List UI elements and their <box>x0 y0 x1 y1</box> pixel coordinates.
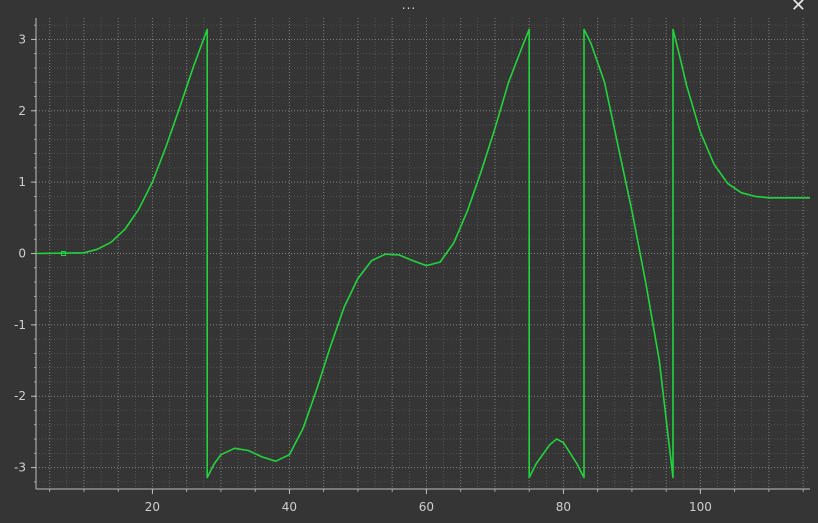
x-axis-ticks: 20 40 60 80 100 <box>49 489 804 514</box>
y-tick-label: 3 <box>18 32 26 46</box>
series-line <box>35 28 810 479</box>
y-axis-ticks: 3 2 1 0 -1 -2 -3 <box>14 24 36 483</box>
y-tick-label: 2 <box>18 104 26 118</box>
x-tick-label: 20 <box>145 500 160 514</box>
y-tick-label: 1 <box>18 175 26 189</box>
x-tick-label: 60 <box>419 500 434 514</box>
x-tick-label: 100 <box>689 500 712 514</box>
data-point-marker <box>60 251 66 256</box>
series-group <box>35 28 810 479</box>
y-tick-label: -1 <box>14 318 26 332</box>
chart-grid <box>36 18 810 489</box>
x-tick-label: 80 <box>556 500 571 514</box>
y-tick-label: -3 <box>14 461 26 475</box>
window-drag-handle[interactable]: ... <box>401 0 417 12</box>
x-tick-label: 40 <box>282 500 297 514</box>
y-tick-label: 0 <box>18 247 26 261</box>
close-icon[interactable]: ✕ <box>790 0 806 16</box>
y-tick-label: -2 <box>14 389 26 403</box>
